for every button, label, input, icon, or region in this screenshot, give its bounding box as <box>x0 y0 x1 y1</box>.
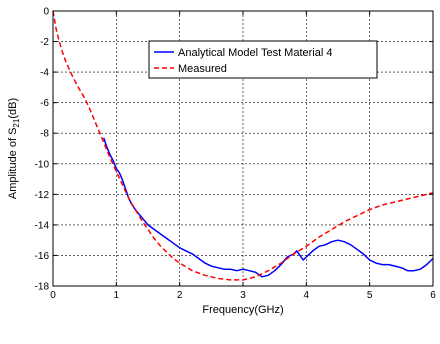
x-tick-label: 5 <box>367 290 373 301</box>
y-tick-label: -8 <box>40 129 49 140</box>
y-tick-label: -18 <box>35 282 50 293</box>
legend: Analytical Model Test Material 4 Measure… <box>148 40 378 79</box>
tick-labels: 0 1 2 3 4 5 6 0 -2 -4 -6 -8 -10 -12 -14 -16 -18 <box>35 7 437 302</box>
x-tick-label: 1 <box>114 290 120 301</box>
x-tick-label: 3 <box>240 290 246 301</box>
y-axis-label-main: Amplitude of S <box>7 128 19 200</box>
legend-box <box>148 40 378 79</box>
x-axis-label: Frequency(GHz) <box>202 304 283 316</box>
y-tick-label: -16 <box>35 251 50 262</box>
y-tick-label: -14 <box>35 220 50 231</box>
x-tick-label: 4 <box>304 290 310 301</box>
ticks <box>52 10 434 287</box>
y-tick-label: -2 <box>40 37 49 48</box>
y-axis-label-subscript: 21 <box>12 118 21 127</box>
series-layer <box>52 10 434 281</box>
x-tick-label: 6 <box>430 290 436 301</box>
y-axis-label-unit: (dB) <box>7 98 19 119</box>
y-tick-label: -10 <box>35 159 50 170</box>
legend-label-measured: Measured <box>178 63 227 75</box>
y-tick-label: -6 <box>40 98 49 109</box>
x-tick-label: 2 <box>177 290 183 301</box>
y-tick-label: -4 <box>40 68 49 79</box>
x-tick-label: 0 <box>50 290 56 301</box>
y-tick-label: -12 <box>35 190 50 201</box>
y-axis-label: Amplitude of S21(dB) <box>7 98 21 199</box>
legend-label-analytical: Analytical Model Test Material 4 <box>178 47 332 59</box>
y-tick-label: 0 <box>43 7 49 18</box>
